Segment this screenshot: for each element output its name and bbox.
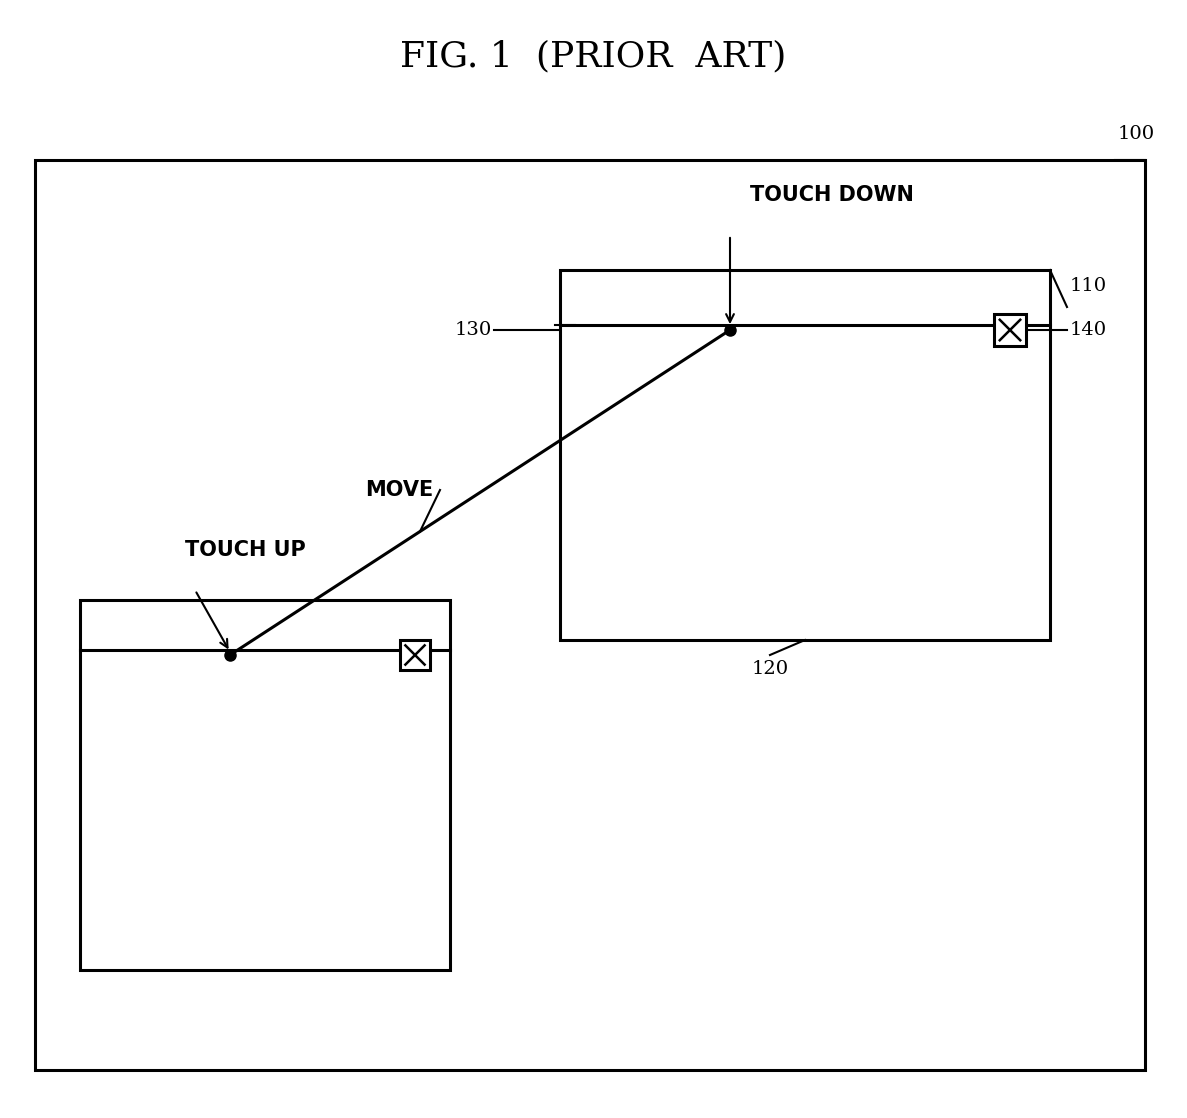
- Bar: [560, 271, 1050, 639]
- Text: TOUCH DOWN: TOUCH DOWN: [750, 184, 914, 205]
- Text: MOVE: MOVE: [364, 480, 433, 500]
- Text: 100: 100: [1118, 125, 1155, 143]
- Text: 110: 110: [1069, 277, 1107, 295]
- Text: 120: 120: [751, 660, 788, 678]
- Text: FIG. 1  (PRIOR  ART): FIG. 1 (PRIOR ART): [400, 39, 787, 73]
- Bar: [80, 600, 450, 970]
- Bar: [34, 160, 1145, 1070]
- Text: TOUCH UP: TOUCH UP: [185, 540, 306, 560]
- Text: 130: 130: [455, 321, 491, 339]
- Text: 140: 140: [1069, 321, 1107, 339]
- Bar: [400, 639, 430, 670]
- Bar: [994, 314, 1026, 345]
